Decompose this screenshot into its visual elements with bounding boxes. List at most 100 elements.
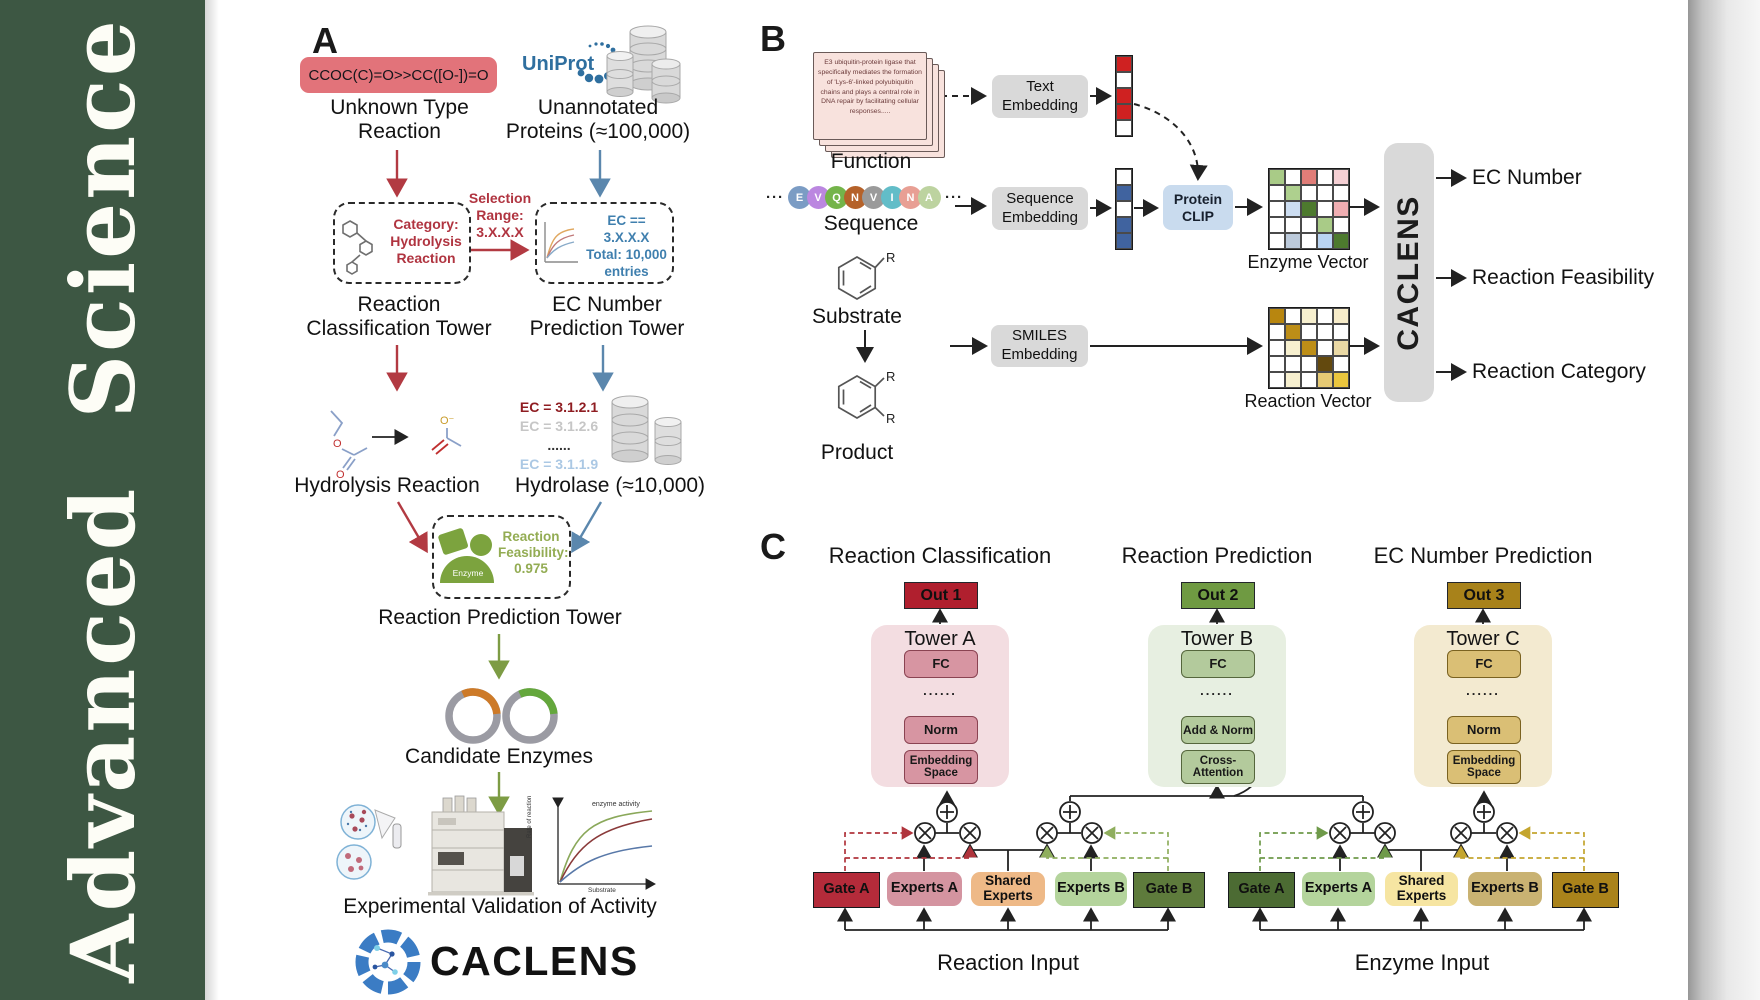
out3-box: Out 3	[1447, 582, 1521, 609]
enzyme-vector-matrix	[1268, 168, 1350, 250]
activity-x-label: Substrate	[588, 887, 616, 894]
caclens-emblem-icon	[355, 929, 421, 995]
function-card: E3 ubiquitin-protein ligase that specifi…	[813, 52, 927, 140]
reaction-shared-experts: Shared Experts	[971, 872, 1045, 906]
activity-curve-label: enzyme activity	[592, 801, 640, 808]
enzyme-gate-b: Gate B	[1552, 872, 1619, 908]
tower-a-embedding: Embedding Space	[904, 750, 978, 784]
gating-nodes	[914, 801, 1518, 844]
reaction-experts-b: Experts B	[1055, 872, 1127, 906]
reaction-prediction-box: Reaction Feasibility: 0.975	[432, 515, 571, 599]
ec-total-line: Total: 10,000	[586, 246, 667, 262]
tower-b-fc: FC	[1181, 650, 1255, 678]
text-embedding-box: Text Embedding	[992, 75, 1088, 118]
tower-c-fc: FC	[1447, 650, 1521, 678]
product-molecule-icon	[837, 375, 885, 419]
hplc-instrument-icon	[428, 795, 534, 896]
task1-title: Reaction Classification	[828, 543, 1052, 568]
hydrolase-database-icon	[611, 395, 682, 465]
molecule-squiggle-icon	[342, 220, 373, 275]
page-edge-shadow	[205, 0, 219, 1000]
enzyme-gate-a: Gate A	[1228, 872, 1295, 908]
tower-b-add-norm: Add & Norm	[1181, 716, 1255, 744]
ec-tower-label: EC Number Prediction Tower	[529, 293, 685, 341]
validation-label: Experimental Validation of Activity	[343, 895, 657, 918]
enzyme-experts-a: Experts A	[1302, 872, 1375, 906]
tower-c-title: Tower C	[1446, 628, 1520, 650]
activity-plot-icon	[552, 797, 656, 890]
function-label: Function	[830, 150, 912, 173]
hydrolysis-reaction-label: Hydrolysis Reaction	[294, 474, 480, 497]
enzyme-experts-b: Experts B	[1468, 872, 1542, 906]
substrate-molecule-icon	[837, 256, 885, 300]
feasibility-text: Reaction Feasibility: 0.975	[498, 529, 569, 577]
tower-a-dots: ......	[923, 683, 957, 698]
out1-box: Out 1	[904, 582, 978, 609]
output-reaction-category: Reaction Category	[1472, 360, 1646, 383]
reaction-classification-box: Category: Hydrolysis Reaction	[333, 202, 471, 284]
caclens-model-bar: CACLENS	[1384, 143, 1434, 402]
text-embedding-vector	[1115, 55, 1133, 137]
tower-b-dots: ......	[1200, 683, 1234, 698]
candidate-enzymes-label: Candidate Enzymes	[405, 745, 593, 768]
svg-text:O⁻: O⁻	[440, 415, 455, 427]
tower-c-embedding: Embedding Space	[1447, 750, 1521, 784]
out2-box: Out 2	[1181, 582, 1255, 609]
ec-prediction-box: EC == 3.X.X.X Total: 10,000 entries	[535, 202, 674, 284]
selection-range-text: Selection Range: 3.X.X.X	[468, 190, 532, 240]
ec-list-item: EC = 3.1.2.1	[519, 399, 599, 415]
ec-entries-line: entries	[604, 263, 649, 279]
sequence-ellipsis: ···	[766, 189, 784, 206]
cell-samples-icon	[336, 804, 402, 880]
reaction-vector-matrix	[1268, 307, 1350, 389]
sequence-label: Sequence	[823, 212, 919, 235]
ec-list-item: EC = 3.1.2.6	[519, 418, 599, 434]
panel-c-label: C	[760, 526, 786, 567]
reaction-gate-a: Gate A	[813, 872, 880, 908]
tower-a: Tower A FC ...... Norm Embedding Space	[871, 625, 1009, 787]
prediction-tower-label: Reaction Prediction Tower	[378, 606, 622, 629]
activity-y-label: Rate of reaction	[527, 795, 533, 838]
page-right-shadow	[1688, 0, 1760, 1000]
tower-b-cross-attention: Cross-Attention	[1181, 750, 1255, 784]
hydrolysis-molecules-icon: O O O⁻	[330, 410, 462, 481]
svg-text:O: O	[333, 438, 342, 450]
unknown-reaction-label: Unknown Type Reaction	[330, 96, 469, 144]
substrate-label: Substrate	[812, 305, 902, 328]
tower-c-dots: ......	[1466, 683, 1500, 698]
caclens-model-name: CACLENS	[1392, 194, 1425, 351]
ec-list-item: ......	[547, 437, 571, 453]
product-r-label: R	[886, 411, 896, 426]
panel-a-label: A	[312, 20, 338, 61]
tower-a-title: Tower A	[904, 628, 976, 650]
tower-c: Tower C FC ...... Norm Embedding Space	[1414, 625, 1552, 787]
substrate-r-label: R	[886, 250, 896, 265]
classification-result-text: Category: Hydrolysis Reaction	[390, 216, 462, 266]
unannotated-proteins-label: Unannotated Proteins (≈100,000)	[505, 96, 691, 144]
output-reaction-feasibility: Reaction Feasibility	[1472, 266, 1655, 289]
caclens-logo-text: CACLENS	[430, 938, 639, 984]
unknown-reaction-smiles: CCOC(C)=O>>CC([O-])=O	[300, 57, 497, 93]
product-r-label: R	[886, 369, 896, 384]
reaction-input-label: Reaction Input	[937, 950, 1079, 975]
enzyme-shared-experts: Shared Experts	[1385, 872, 1458, 906]
hydrolase-label: Hydrolase (≈10,000)	[514, 474, 706, 497]
plasmid-icons	[445, 688, 558, 744]
reaction-vector-label: Reaction Vector	[1244, 391, 1372, 411]
ec-range-line: EC == 3.X.X.X	[603, 213, 650, 245]
enzyme-vector-label: Enzyme Vector	[1247, 252, 1369, 272]
tower-a-fc: FC	[904, 650, 978, 678]
sequence-embedding-box: Sequence Embedding	[992, 187, 1088, 230]
product-label: Product	[820, 441, 894, 464]
uniprot-logo: UniProt	[522, 53, 595, 75]
reaction-experts-a: Experts A	[887, 872, 962, 906]
journal-sidebar: Advanced Science	[0, 0, 205, 1000]
protein-database-icon	[606, 25, 681, 104]
enzyme-icon-label: Enzyme	[452, 568, 484, 578]
task3-title: EC Number Prediction	[1373, 543, 1593, 568]
enzyme-input-label: Enzyme Input	[1354, 950, 1490, 975]
classification-tower-label: Reaction Classification Tower	[306, 293, 492, 341]
